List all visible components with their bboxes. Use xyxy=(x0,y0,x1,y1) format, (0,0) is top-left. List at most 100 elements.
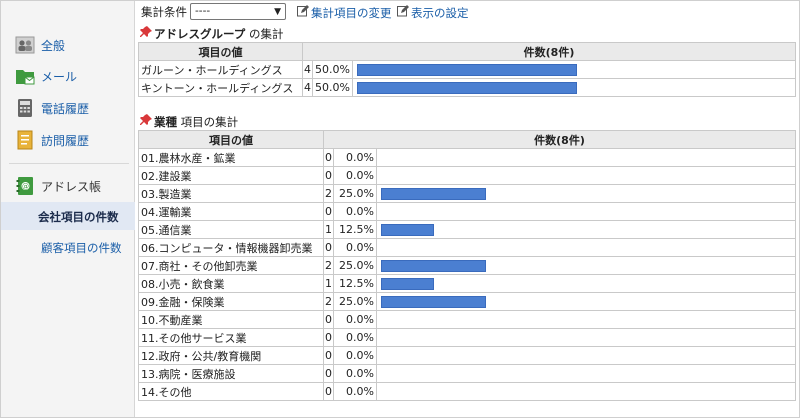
sidebar-item-label: アドレス帳 xyxy=(41,180,102,194)
cell-count: 0 xyxy=(323,166,334,185)
cell-item-name: 10.不動産業 xyxy=(138,310,324,329)
cell-percent: 25.0% xyxy=(333,184,377,203)
pin-icon xyxy=(140,26,152,37)
cell-percent: 0.0% xyxy=(333,202,377,221)
condition-label: 集計条件 xyxy=(141,5,187,19)
cell-bar xyxy=(376,184,796,203)
cell-bar xyxy=(376,166,796,185)
cell-item-name: 08.小売・飲食業 xyxy=(138,274,324,293)
industry-table: 項目の値 件数(8件) 01.農林水産・鉱業 0 0.0% 02.建設業 0 0.0% 03… xyxy=(138,130,796,401)
cell-percent: 0.0% xyxy=(333,310,377,329)
cell-count: 0 xyxy=(323,328,334,347)
cell-count: 0 xyxy=(323,346,334,365)
condition-select[interactable]: ---- ▼ xyxy=(190,3,286,20)
section-title-address-group: アドレスグループ の集計 xyxy=(154,26,283,42)
cell-item-name: 05.通信業 xyxy=(138,220,324,239)
address-group-table: 項目の値 件数(8件) ガルーン・ホールディングス 4 50.0% キントーン・ホール… xyxy=(138,42,796,97)
cell-bar xyxy=(352,60,796,79)
section-title-bold: 業種 xyxy=(154,115,177,129)
section-title-industry: 業種 項目の集計 xyxy=(154,114,238,130)
sidebar-item-phone-history[interactable]: 電話履歴 xyxy=(1,95,135,121)
sidebar-item-visit-history[interactable]: 訪問履歴 xyxy=(1,127,135,153)
cell-item-name: 14.その他 xyxy=(138,382,324,401)
cell-percent: 0.0% xyxy=(333,328,377,347)
cell-percent: 0.0% xyxy=(333,382,377,401)
cell-percent: 0.0% xyxy=(333,166,377,185)
cell-count: 0 xyxy=(323,148,334,167)
section-title-bold: アドレスグループ xyxy=(154,27,246,41)
pin-icon xyxy=(140,114,152,125)
svg-text:@: @ xyxy=(22,183,29,191)
sidebar: 全般 メール 電話履歴 訪問履歴 @ アドレス帳 xyxy=(1,1,135,417)
table-row: ガルーン・ホールディングス 4 50.0% xyxy=(138,60,796,79)
cell-count: 0 xyxy=(323,364,334,383)
visit-document-icon xyxy=(17,130,33,150)
cell-item-name: 04.運輸業 xyxy=(138,202,324,221)
percentage-bar xyxy=(381,278,434,290)
table-row: 03.製造業 2 25.0% xyxy=(138,184,796,203)
cell-percent: 0.0% xyxy=(333,238,377,257)
cell-bar xyxy=(376,310,796,329)
cell-bar xyxy=(376,238,796,257)
cell-count: 0 xyxy=(323,310,334,329)
cell-bar xyxy=(376,364,796,383)
cell-bar xyxy=(376,292,796,311)
table-row: 08.小売・飲食業 1 12.5% xyxy=(138,274,796,293)
phone-icon xyxy=(18,99,32,117)
main-content: 集計条件 ---- ▼ 集計項目の変更 表示の設定 アドレスグループ の集計 項… xyxy=(138,1,799,417)
cell-bar xyxy=(352,78,796,97)
condition-select-value: ---- xyxy=(195,5,211,17)
cell-item-name: 07.商社・その他卸売業 xyxy=(138,256,324,275)
sidebar-item-general[interactable]: 全般 xyxy=(1,32,135,58)
cell-bar xyxy=(376,202,796,221)
cell-percent: 50.0% xyxy=(312,78,353,97)
section-title-rest: の集計 xyxy=(245,27,284,41)
cell-count: 0 xyxy=(323,202,334,221)
chevron-down-icon: ▼ xyxy=(274,7,281,17)
table-row: キントーン・ホールディングス 4 50.0% xyxy=(138,78,796,97)
column-header-item: 項目の値 xyxy=(138,130,324,149)
sidebar-item-addressbook[interactable]: @ アドレス帳 xyxy=(1,173,135,199)
table-row: 01.農林水産・鉱業 0 0.0% xyxy=(138,148,796,167)
cell-item-name: 09.金融・保険業 xyxy=(138,292,324,311)
cell-count: 4 xyxy=(302,78,313,97)
cell-percent: 0.0% xyxy=(333,346,377,365)
cell-count: 1 xyxy=(323,220,334,239)
sidebar-item-label: 電話履歴 xyxy=(41,102,90,116)
sidebar-item-label: メール xyxy=(41,70,78,84)
cell-item-name: 13.病院・医療施設 xyxy=(138,364,324,383)
cell-bar xyxy=(376,328,796,347)
cell-percent: 50.0% xyxy=(312,60,353,79)
cell-count: 2 xyxy=(323,256,334,275)
cell-percent: 25.0% xyxy=(333,292,377,311)
cell-percent: 0.0% xyxy=(333,148,377,167)
cell-count: 2 xyxy=(323,292,334,311)
table-row: 04.運輸業 0 0.0% xyxy=(138,202,796,221)
table-row: 02.建設業 0 0.0% xyxy=(138,166,796,185)
cell-count: 2 xyxy=(323,184,334,203)
sidebar-subitem-label: 会社項目の件数 xyxy=(38,210,119,224)
cell-item-name: 06.コンピュータ・情報機器卸売業 xyxy=(138,238,324,257)
percentage-bar xyxy=(357,82,577,94)
cell-percent: 12.5% xyxy=(333,274,377,293)
sidebar-subitem-label: 顧客項目の件数 xyxy=(41,241,122,255)
table-row: 07.商社・その他卸売業 2 25.0% xyxy=(138,256,796,275)
edit-icon[interactable] xyxy=(397,5,409,17)
table-header-row: 項目の値 件数(8件) xyxy=(138,130,796,149)
edit-icon[interactable] xyxy=(297,5,309,17)
sidebar-item-mail[interactable]: メール xyxy=(1,63,135,89)
sidebar-subitem-company-count[interactable]: 会社項目の件数 xyxy=(1,202,135,230)
section-title-rest: 項目の集計 xyxy=(177,115,239,129)
cell-item-name: 12.政府・公共/教育機関 xyxy=(138,346,324,365)
table-row: 11.その他サービス業 0 0.0% xyxy=(138,328,796,347)
sidebar-subitem-customer-count[interactable]: 顧客項目の件数 xyxy=(1,233,135,261)
cell-count: 4 xyxy=(302,60,313,79)
cell-percent: 25.0% xyxy=(333,256,377,275)
table-row: 10.不動産業 0 0.0% xyxy=(138,310,796,329)
table-row: 12.政府・公共/教育機関 0 0.0% xyxy=(138,346,796,365)
display-settings-link[interactable]: 表示の設定 xyxy=(411,6,469,20)
cell-item-name: 01.農林水産・鉱業 xyxy=(138,148,324,167)
cell-item-name: キントーン・ホールディングス xyxy=(138,78,303,97)
table-row: 09.金融・保険業 2 25.0% xyxy=(138,292,796,311)
change-items-link[interactable]: 集計項目の変更 xyxy=(311,6,392,20)
